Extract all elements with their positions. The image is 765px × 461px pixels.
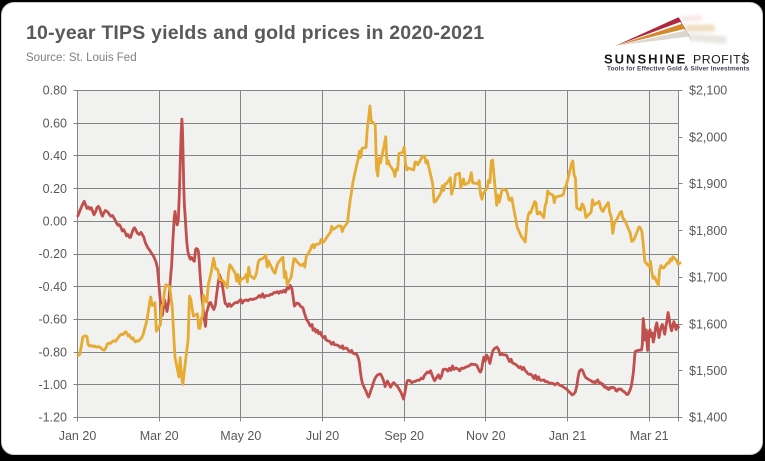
svg-text:-0.40: -0.40 [39, 280, 68, 294]
svg-text:Nov 20: Nov 20 [466, 429, 506, 443]
svg-text:-0.80: -0.80 [39, 345, 68, 359]
svg-text:0.60: 0.60 [43, 116, 67, 130]
svg-text:-1.00: -1.00 [39, 378, 68, 392]
svg-text:Mar 21: Mar 21 [630, 429, 669, 443]
svg-text:$1,600: $1,600 [689, 317, 727, 331]
svg-text:Jan 20: Jan 20 [59, 429, 97, 443]
svg-text:0.80: 0.80 [43, 84, 67, 98]
svg-text:-1.20: -1.20 [39, 411, 68, 425]
svg-text:0.40: 0.40 [43, 149, 67, 163]
svg-text:PROFITS: PROFITS [693, 53, 750, 67]
svg-text:$1,400: $1,400 [689, 411, 727, 425]
svg-text:Tools for Effective Gold & Sil: Tools for Effective Gold & Silver Invest… [607, 66, 750, 73]
svg-text:Mar 20: Mar 20 [140, 429, 179, 443]
svg-text:$1,800: $1,800 [689, 224, 727, 238]
svg-text:$1,700: $1,700 [689, 271, 727, 285]
svg-text:Jul 20: Jul 20 [306, 429, 339, 443]
svg-text:$1,900: $1,900 [689, 177, 727, 191]
svg-text:$2,100: $2,100 [689, 84, 727, 98]
svg-text:SUNSHINE: SUNSHINE [604, 52, 687, 67]
svg-text:-0.60: -0.60 [39, 313, 68, 327]
svg-text:0.00: 0.00 [43, 215, 67, 229]
svg-text:0.20: 0.20 [43, 182, 67, 196]
svg-text:Sep 20: Sep 20 [384, 429, 424, 443]
svg-text:Jan 21: Jan 21 [549, 429, 587, 443]
svg-text:May 20: May 20 [220, 429, 261, 443]
svg-text:-0.20: -0.20 [39, 247, 68, 261]
svg-text:$1,500: $1,500 [689, 364, 727, 378]
svg-text:$2,000: $2,000 [689, 130, 727, 144]
